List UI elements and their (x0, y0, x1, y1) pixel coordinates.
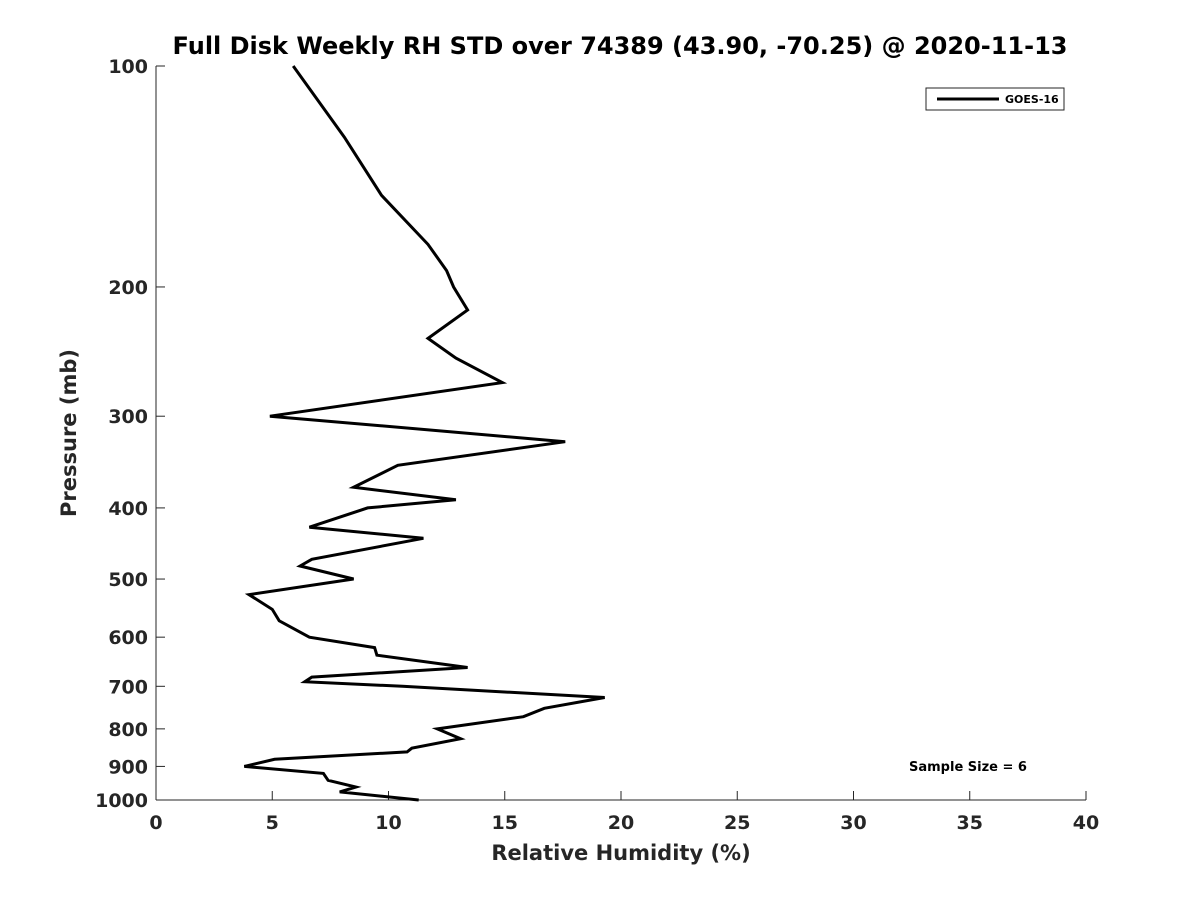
x-axis-label: Relative Humidity (%) (491, 841, 750, 865)
legend: GOES-16 (925, 87, 1065, 111)
x-tick-label: 20 (608, 812, 634, 834)
x-tick-label: 15 (492, 812, 518, 834)
x-tick-label: 40 (1073, 812, 1099, 834)
y-tick-label: 800 (108, 719, 148, 741)
y-ticks: 100 200 300 400 500 600 700 800 900 1000 (95, 56, 165, 812)
y-tick-label: 500 (108, 569, 148, 591)
x-tick-label: 35 (957, 812, 983, 834)
y-tick-label: 700 (108, 676, 148, 698)
plot-area: 0 5 10 15 20 25 30 35 40 100 200 300 400 500 600 700 80… (95, 56, 1099, 834)
series-line-goes-16 (243, 65, 605, 802)
x-ticks: 0 5 10 15 20 25 30 35 40 (149, 791, 1099, 834)
y-tick-label: 900 (108, 756, 148, 778)
x-tick-label: 25 (724, 812, 750, 834)
legend-entry-goes-16: GOES-16 (1005, 93, 1059, 106)
x-tick-label: 10 (375, 812, 401, 834)
y-tick-label: 200 (108, 277, 148, 299)
sample-size-note: Sample Size = 6 (909, 760, 1027, 775)
y-tick-label: 300 (108, 406, 148, 428)
chart-title: Full Disk Weekly RH STD over 74389 (43.9… (173, 32, 1068, 60)
y-tick-label: 1000 (95, 790, 148, 812)
y-axis-label: Pressure (mb) (57, 349, 81, 517)
y-tick-label: 400 (108, 498, 148, 520)
x-tick-label: 5 (266, 812, 279, 834)
y-tick-label: 600 (108, 627, 148, 649)
y-tick-label: 100 (108, 56, 148, 78)
series-layer (243, 65, 605, 802)
x-tick-label: 30 (840, 812, 866, 834)
x-tick-label: 0 (149, 812, 162, 834)
